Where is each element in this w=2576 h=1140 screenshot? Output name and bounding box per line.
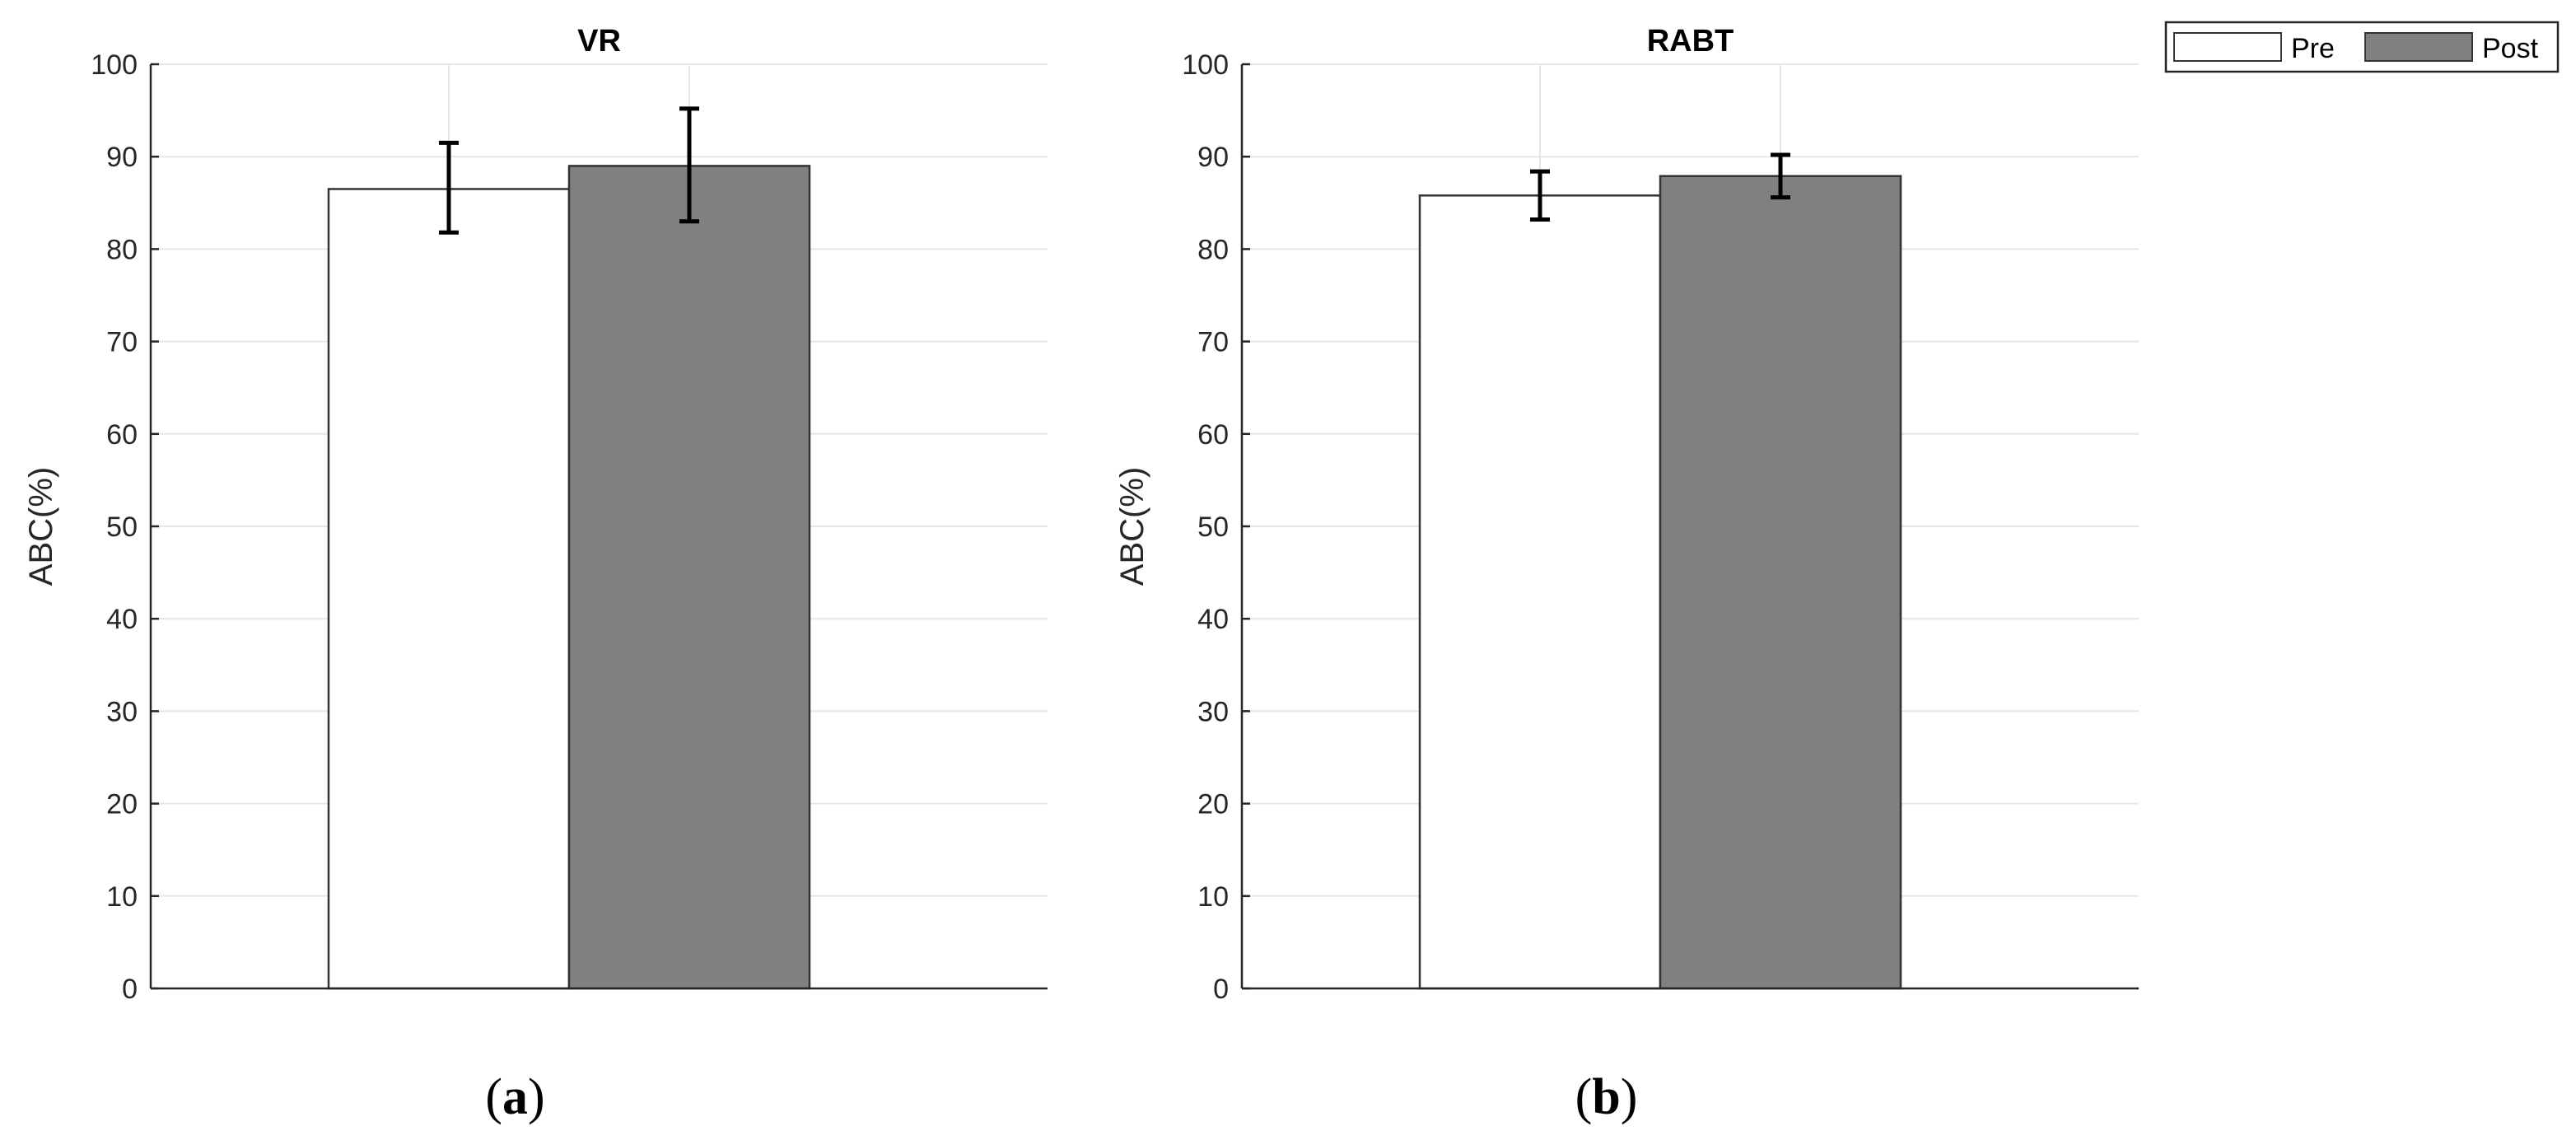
error-bar-pre: [439, 140, 459, 235]
bar-pre: [1418, 194, 1662, 990]
panel-label-open: (: [1575, 1069, 1593, 1125]
chart-panel-0: 0 10 20 30 40 50 60 70 80 90 100 ABC(%) VR (a): [23, 24, 1048, 1125]
legend-label-post: Post: [2482, 33, 2539, 64]
y-tick-label: 70: [106, 327, 138, 358]
panel-label: (b): [1575, 1069, 1638, 1125]
chart-title: RABT: [1647, 24, 1734, 58]
chart-panels: 0102030405060708090100ABC(%)VR(a)0102030…: [23, 24, 2139, 1125]
panel-label-open: (: [485, 1069, 502, 1125]
y-tick-label: 30: [1197, 696, 1229, 727]
y-tick-label: 10: [106, 881, 138, 913]
legend-swatch-post: [2364, 32, 2473, 62]
y-tick-label: 70: [1197, 327, 1229, 358]
panel-label-letter: a: [502, 1069, 528, 1125]
y-tick-label: 0: [122, 974, 138, 1005]
legend-swatch-pre: [2173, 32, 2282, 62]
panel-label-close: ): [528, 1069, 545, 1125]
y-tick-label: 40: [1197, 604, 1229, 635]
error-bar-pre: [1530, 169, 1550, 222]
y-tick-label: 30: [106, 696, 138, 727]
y-tick-label: 80: [1197, 234, 1229, 265]
panel-label: (a): [485, 1069, 544, 1125]
y-tick-label: 50: [1197, 512, 1229, 543]
panel-label-letter: b: [1592, 1069, 1620, 1125]
y-axis-title: ABC(%): [1114, 467, 1150, 586]
legend-label-pre: Pre: [2291, 33, 2335, 64]
panel-label-close: ): [1621, 1069, 1638, 1125]
y-tick-label: 60: [106, 419, 138, 451]
y-tick-label: 100: [91, 49, 138, 81]
y-tick-label: 40: [106, 604, 138, 635]
chart-title: VR: [577, 24, 621, 58]
legend: Pre Post: [2164, 21, 2560, 73]
y-axis-title: ABC(%): [23, 467, 59, 586]
y-tick-label: 20: [1197, 789, 1229, 820]
y-tick-label: 50: [106, 512, 138, 543]
error-bar-post: [1771, 152, 1790, 200]
chart-panel-1: 0 10 20 30 40 50 60 70 80 90 100 ABC(%) RABT (b): [1114, 24, 2139, 1125]
y-tick-label: 60: [1197, 419, 1229, 451]
error-bar-post: [679, 106, 699, 224]
y-tick-label: 100: [1182, 49, 1229, 81]
y-tick-label: 90: [106, 142, 138, 173]
y-tick-label: 10: [1197, 881, 1229, 913]
y-tick-label: 80: [106, 234, 138, 265]
y-tick-label: 20: [106, 789, 138, 820]
y-tick-label: 90: [1197, 142, 1229, 173]
bar-post: [567, 165, 811, 990]
bar-pre: [327, 188, 571, 990]
y-tick-label: 0: [1213, 974, 1229, 1005]
bar-post: [1659, 175, 1902, 990]
